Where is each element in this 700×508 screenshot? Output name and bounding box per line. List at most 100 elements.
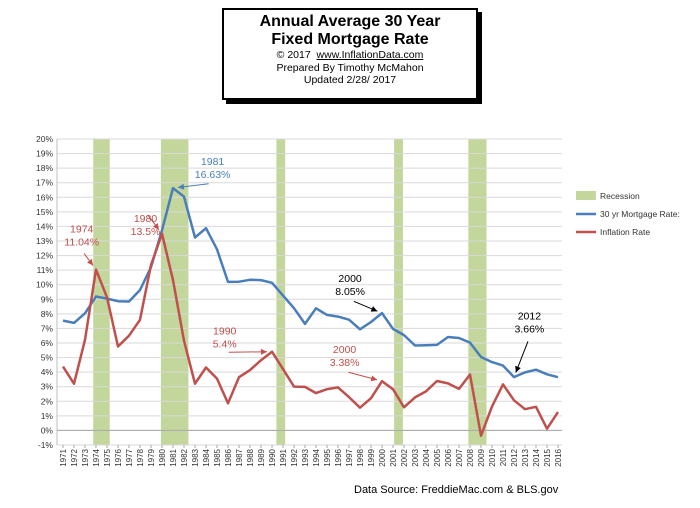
x-tick-label: 1982 <box>180 448 189 466</box>
y-tick-label: 4% <box>41 367 54 377</box>
y-tick-label: 11% <box>37 265 54 275</box>
annotation-year: 1981 <box>201 156 225 168</box>
legend: Recession 30 yr Mortgage Rate: Inflation R… <box>576 191 680 237</box>
x-tick-label: 2014 <box>532 448 541 466</box>
annotation-value: 8.05% <box>335 286 365 298</box>
y-tick-label: 5% <box>41 353 54 363</box>
series-line <box>61 232 560 437</box>
annotation-year: 1990 <box>213 325 237 337</box>
y-tick-label: 13% <box>36 236 53 246</box>
annotation-arrow-head <box>370 375 378 382</box>
x-tick-label: 1998 <box>356 448 365 466</box>
series-lines <box>61 186 560 437</box>
x-tick-label: 1981 <box>169 448 178 466</box>
annotation-arrow-head <box>515 365 521 373</box>
x-tick-label: 2010 <box>488 448 497 466</box>
x-tick-label: 1975 <box>103 448 112 466</box>
copyright-prefix: © 2017 <box>276 49 311 61</box>
x-tick-label: 2003 <box>411 448 420 466</box>
x-tick-label: 1996 <box>334 448 343 466</box>
x-tick-label: 1990 <box>268 448 277 466</box>
x-tick-label: 1980 <box>158 448 167 466</box>
x-tick-label: 1985 <box>213 448 222 466</box>
x-tick-label: 1988 <box>246 448 255 466</box>
annotation-value: 3.38% <box>330 357 360 369</box>
x-tick-label: 1973 <box>81 448 90 466</box>
x-tick-label: 1992 <box>290 448 299 466</box>
x-tick-label: 1989 <box>257 448 266 466</box>
annotation-value: 5.4% <box>213 338 237 350</box>
y-tick-label: 0% <box>41 425 54 435</box>
annotation-year: 2000 <box>333 344 357 356</box>
recession-band <box>468 139 487 445</box>
chart-title-line1: Annual Average 30 Year <box>259 13 441 30</box>
x-tick-label: 2002 <box>400 448 409 466</box>
y-tick-label: 2% <box>41 396 54 406</box>
x-tick-label: 2008 <box>466 448 475 466</box>
y-tick-label: 9% <box>41 294 54 304</box>
y-tick-label: 8% <box>41 309 54 319</box>
prepared-by: Prepared By Timothy McMahon <box>276 61 424 74</box>
recession-band <box>93 139 110 445</box>
x-tick-label: 1984 <box>202 448 211 466</box>
annotation-year: 1980 <box>134 213 158 225</box>
x-tick-label: 2006 <box>444 448 453 466</box>
annotation-year: 2000 <box>338 273 362 285</box>
y-axis-ticks: -1% 0% 1% 2% 3% 4% 5% 6% 7% 8% 9% 10% 11% 12% 13% 14% 15… <box>36 134 53 450</box>
x-tick-label: 2004 <box>422 448 431 466</box>
copyright-line: © 2017 www.InflationData.com <box>224 49 476 62</box>
grid-lines <box>56 138 562 446</box>
x-tick-label: 1972 <box>70 448 79 466</box>
x-tick-label: 1991 <box>279 448 288 466</box>
x-tick-label: 2000 <box>378 448 387 466</box>
x-tick-label: 1974 <box>92 448 101 466</box>
y-tick-label: 17% <box>36 178 53 188</box>
x-tick-label: 1971 <box>59 448 68 466</box>
updated-date: Updated 2/28/ 2017 <box>303 74 397 86</box>
x-tick-label: 1986 <box>224 448 233 466</box>
x-tick-label: 1994 <box>312 448 321 466</box>
x-tick-label: 2001 <box>389 448 398 466</box>
x-tick-label: 2005 <box>433 448 442 466</box>
x-tick-label: 1993 <box>301 448 310 466</box>
x-tick-label: 1977 <box>125 448 134 466</box>
x-tick-label: 2015 <box>543 448 552 466</box>
annotation-value: 13.5% <box>131 226 161 238</box>
annotation-value: 16.63% <box>195 169 231 181</box>
recession-band <box>394 139 403 445</box>
annotation-year: 2012 <box>518 311 542 323</box>
annotation-arrow-head <box>152 223 159 230</box>
y-tick-label: 16% <box>36 192 53 202</box>
copyright-link[interactable]: www.InflationData.com <box>316 49 424 61</box>
x-tick-label: 2016 <box>554 448 563 466</box>
x-tick-label: 1983 <box>191 448 200 466</box>
x-tick-label: 2007 <box>455 448 464 466</box>
recession-bands <box>93 139 487 445</box>
y-tick-label: -1% <box>38 440 54 450</box>
annotation-value: 11.04% <box>64 236 99 248</box>
x-tick-label: 2011 <box>499 448 508 466</box>
y-tick-label: 6% <box>41 338 54 348</box>
series-line <box>62 186 559 379</box>
x-tick-label: 1976 <box>114 448 123 466</box>
y-tick-label: 14% <box>36 221 53 231</box>
y-tick-label: 15% <box>36 207 53 217</box>
x-tick-label: 1997 <box>345 448 354 466</box>
annotation-arrow-head <box>370 306 378 312</box>
annotation-value: 3.66% <box>515 324 545 336</box>
x-tick-label: 1979 <box>147 448 156 466</box>
x-tick-label: 2009 <box>477 448 486 466</box>
y-tick-label: 3% <box>41 382 54 392</box>
legend-label-series: Inflation Rate <box>600 227 650 237</box>
x-tick-label: 1999 <box>367 448 376 466</box>
y-tick-label: 1% <box>41 411 54 421</box>
y-tick-label: 12% <box>36 251 53 261</box>
x-axis-ticks: 1971 1972 1973 1974 1975 1976 1977 1978 1979 1980… <box>59 445 563 467</box>
annotation-arrow-head <box>177 183 185 190</box>
y-tick-label: 20% <box>36 134 53 144</box>
y-tick-label: 10% <box>36 280 53 290</box>
x-tick-label: 1995 <box>323 448 332 466</box>
annotation-arrow-head <box>87 258 94 266</box>
annotation-year: 1974 <box>70 223 94 235</box>
